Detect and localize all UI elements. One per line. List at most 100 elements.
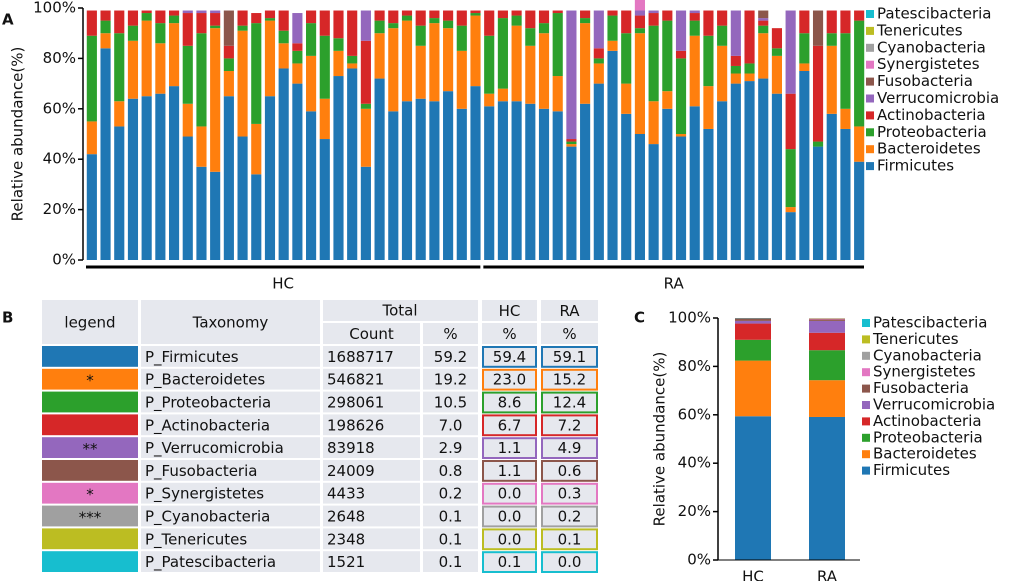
bar-segment xyxy=(525,28,536,46)
bar-segment xyxy=(360,108,371,167)
bar-segment xyxy=(497,18,508,89)
table-text: 0.8 xyxy=(439,462,463,480)
bar-segment xyxy=(196,10,207,14)
table-text: P_Tenericutes xyxy=(145,530,247,549)
bar-segment xyxy=(607,50,618,261)
bar-segment xyxy=(621,113,632,260)
bar-segment xyxy=(735,320,771,324)
bar-segment xyxy=(634,28,645,34)
bar-segment xyxy=(388,111,399,260)
bar-segment xyxy=(292,83,303,260)
table-text: 1.1 xyxy=(498,439,522,457)
table-cell xyxy=(423,414,478,436)
legend-label: Actinobacteria xyxy=(873,412,982,430)
table-text: HC xyxy=(499,302,521,320)
table-cell xyxy=(423,368,478,390)
bar-segment xyxy=(826,113,837,260)
legend-swatch xyxy=(862,335,870,344)
bar-segment xyxy=(771,55,783,94)
bar-segment xyxy=(401,15,413,21)
bar-segment xyxy=(854,161,865,260)
bar-segment xyxy=(319,10,330,36)
bar-segment xyxy=(168,15,180,24)
bar-segment xyxy=(552,13,563,77)
table-text: 12.4 xyxy=(553,394,586,412)
bar-segment xyxy=(758,25,769,34)
bar-segment xyxy=(196,13,207,34)
bar-segment xyxy=(196,126,207,167)
table-text: 59.2 xyxy=(434,348,467,366)
bar-segment xyxy=(182,10,193,14)
bar-segment xyxy=(196,33,207,127)
table-cell xyxy=(323,437,420,458)
table-text: RA xyxy=(559,302,580,320)
bar-segment xyxy=(210,10,221,14)
table-text: 4.9 xyxy=(558,439,582,457)
table-text: % xyxy=(562,325,576,343)
bar-segment xyxy=(525,103,536,260)
bar-segment xyxy=(456,25,467,51)
bar-segment xyxy=(278,68,289,260)
bar-segment xyxy=(168,10,180,16)
table-cell xyxy=(482,482,537,505)
bar-segment xyxy=(292,50,303,64)
bar-segment xyxy=(689,13,700,21)
table-cell xyxy=(323,368,420,390)
legend-label: Firmicutes xyxy=(877,157,954,175)
bar-segment xyxy=(662,108,673,260)
legend-swatch xyxy=(862,433,870,442)
table-cell xyxy=(141,482,320,504)
bar-segment xyxy=(251,174,262,260)
table-text: 0.1 xyxy=(498,553,522,571)
table-text: Count xyxy=(349,325,394,343)
table-cell xyxy=(482,414,537,437)
table-cell xyxy=(423,505,478,527)
table-text: 1688717 xyxy=(327,348,394,366)
table-cell xyxy=(541,551,598,574)
bar-segment xyxy=(374,33,385,79)
bar-segment xyxy=(566,139,577,142)
legend-label: Cyanobacteria xyxy=(877,38,986,56)
bar-segment xyxy=(237,10,248,26)
bar-segment xyxy=(785,10,796,94)
bar-segment xyxy=(401,101,413,261)
bar-segment xyxy=(429,18,440,24)
table-cell xyxy=(423,528,478,550)
legend-swatch xyxy=(862,450,870,459)
y-axis-label: Relative abundance(%) xyxy=(651,352,669,527)
legend-label: Proteobacteria xyxy=(873,428,983,446)
group-label: HC xyxy=(272,275,294,293)
bar-segment xyxy=(182,136,193,260)
legend-label: Verrucomicrobia xyxy=(873,396,995,414)
bar-segment xyxy=(333,38,344,51)
significance: ** xyxy=(83,440,99,458)
bar-segment xyxy=(812,146,824,260)
table-text: P_Synergistetes xyxy=(145,485,264,504)
legend-label: Cyanobacteria xyxy=(873,346,982,364)
bar-segment xyxy=(443,28,454,92)
bar-segment xyxy=(347,55,358,64)
bar-segment xyxy=(292,63,303,84)
bar-segment xyxy=(347,63,358,69)
bar-segment xyxy=(415,45,426,99)
table-cell xyxy=(482,528,537,551)
bar-segment xyxy=(114,33,125,102)
bar-segment xyxy=(251,123,262,175)
bar-segment xyxy=(100,10,111,21)
bar-segment xyxy=(717,45,728,102)
bar-segment xyxy=(607,40,618,51)
y-axis-label: Relative abundance(%) xyxy=(9,47,27,222)
y-tick-label: 100% xyxy=(33,0,76,17)
legend-label: Tenericutes xyxy=(872,330,959,348)
table-cell xyxy=(541,460,598,482)
table-cell xyxy=(323,414,420,436)
table-text: 19.2 xyxy=(434,371,467,389)
bar-segment xyxy=(675,10,687,51)
table-cell xyxy=(141,551,320,572)
table-text: 59.4 xyxy=(493,348,526,366)
bar-segment xyxy=(333,76,344,260)
bar-segment xyxy=(443,10,454,21)
bar-segment xyxy=(388,23,399,29)
panel-label: C xyxy=(634,309,645,327)
table-cell xyxy=(482,323,537,344)
